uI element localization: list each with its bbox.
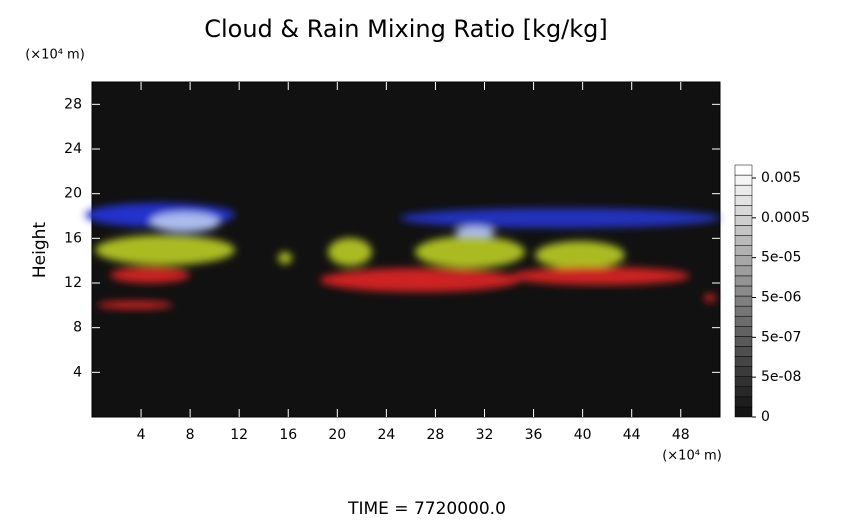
colorbar-cell bbox=[734, 305, 753, 317]
cloud-water bbox=[278, 252, 292, 264]
colorbar-tick-label: 0.0005 bbox=[761, 210, 810, 226]
x-tick-label: 36 bbox=[525, 427, 543, 443]
rain bbox=[97, 301, 173, 309]
y-unit: (×10⁴ m) bbox=[25, 48, 85, 63]
y-tick-label: 4 bbox=[73, 364, 82, 380]
colorbar-cell bbox=[734, 235, 753, 246]
colorbar-cell bbox=[734, 265, 753, 277]
colorbar-cell bbox=[734, 326, 753, 337]
y-tick-label: 28 bbox=[64, 96, 82, 112]
colorbar-cell bbox=[734, 336, 753, 347]
y-tick-label: 16 bbox=[64, 230, 82, 246]
y-tick-label: 8 bbox=[73, 320, 82, 336]
colorbar-cell bbox=[734, 205, 753, 216]
cloud-water bbox=[328, 238, 372, 266]
x-tick-label: 40 bbox=[574, 427, 592, 443]
colorbar-cell bbox=[734, 295, 753, 307]
colorbar-tick-label: 5e-08 bbox=[761, 369, 801, 385]
x-tick-label: 16 bbox=[279, 427, 297, 443]
colorbar-cell bbox=[734, 174, 753, 186]
colorbar-cell bbox=[734, 356, 753, 367]
rain bbox=[510, 267, 690, 285]
x-tick-label: 24 bbox=[377, 427, 395, 443]
cloud-ice bbox=[455, 226, 495, 238]
cloud-ice bbox=[150, 212, 220, 232]
colorbar-cell bbox=[734, 164, 753, 176]
colorbar-cell bbox=[734, 275, 753, 287]
colorbar-cell bbox=[734, 245, 753, 256]
y-tick-label: 24 bbox=[64, 141, 82, 157]
volume-render bbox=[85, 203, 720, 309]
x-tick-label: 12 bbox=[230, 427, 248, 443]
cloud-water bbox=[95, 235, 235, 265]
x-tick-label: 44 bbox=[623, 427, 641, 443]
y-tick-label: 20 bbox=[64, 186, 82, 202]
chart-title: Cloud & Rain Mixing Ratio [kg/kg] bbox=[204, 15, 608, 43]
y-axis-label: Height bbox=[30, 222, 50, 279]
colorbar-cell bbox=[734, 285, 753, 297]
y-tick-label: 12 bbox=[64, 275, 82, 291]
x-tick-label: 48 bbox=[672, 427, 690, 443]
colorbar-cell bbox=[734, 406, 753, 418]
x-tick-label: 8 bbox=[186, 427, 195, 443]
colorbar-tick-label: 5e-05 bbox=[761, 250, 801, 266]
colorbar: 0 5e-08 5e-07 5e-06 5e-05 0.0005 0.005 bbox=[734, 164, 810, 425]
colorbar-cell bbox=[734, 376, 753, 388]
x-tick-label: 20 bbox=[328, 427, 346, 443]
rain bbox=[704, 294, 716, 302]
colorbar-tick-label: 5e-07 bbox=[761, 329, 801, 345]
colorbar-cell bbox=[734, 366, 753, 377]
colorbar-cell bbox=[734, 315, 753, 327]
colorbar-cell bbox=[734, 194, 753, 206]
cloud-water bbox=[415, 236, 525, 268]
colorbar-cell bbox=[734, 346, 753, 357]
x-tick-label: 32 bbox=[476, 427, 494, 443]
cloud-water bbox=[535, 241, 625, 269]
x-tick-label: 28 bbox=[427, 427, 445, 443]
colorbar-cell bbox=[734, 255, 753, 267]
x-unit: (×10⁴ m) bbox=[662, 449, 722, 464]
rain bbox=[110, 267, 190, 283]
colorbar-cell bbox=[734, 184, 753, 196]
colorbar-cell bbox=[734, 396, 753, 408]
colorbar-tick-label: 5e-06 bbox=[761, 290, 801, 306]
x-tick-label: 4 bbox=[137, 427, 146, 443]
colorbar-cell bbox=[734, 225, 753, 236]
colorbar-cell bbox=[734, 215, 753, 226]
colorbar-tick-label: 0.005 bbox=[761, 170, 801, 186]
colorbar-tick-label: 0 bbox=[761, 409, 770, 425]
cloud-ice bbox=[400, 208, 720, 228]
footer: TIME = 7720000.0 bbox=[347, 499, 506, 519]
rain bbox=[320, 268, 520, 292]
colorbar-cell bbox=[734, 386, 753, 398]
